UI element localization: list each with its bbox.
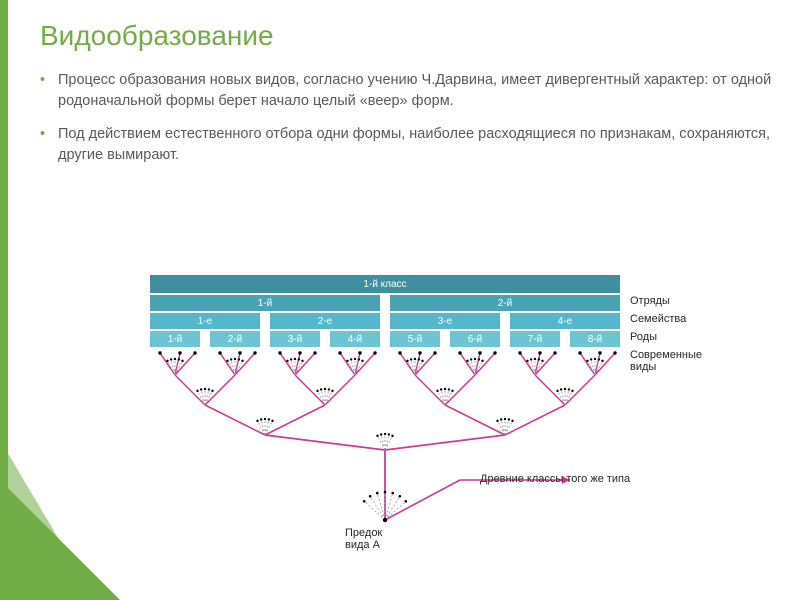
bullet-item: Под действием естественного отбора одни … (40, 124, 780, 166)
page-title: Видообразование (40, 20, 780, 52)
corner-triangle (0, 480, 120, 600)
label-families: Семейства (630, 313, 686, 325)
label-species: Современные виды (630, 349, 730, 373)
bullet-list: Процесс образования новых видов, согласн… (40, 70, 780, 166)
bullet-item: Процесс образования новых видов, согласн… (40, 70, 780, 112)
label-genera: Роды (630, 331, 657, 343)
phylogeny-tree (150, 275, 710, 535)
content-area: Видообразование Процесс образования новы… (40, 20, 780, 178)
slide: Видообразование Процесс образования новы… (0, 0, 800, 600)
label-ancient: Древние классы того же типа (480, 473, 680, 485)
label-ancestor: Предок вида А (345, 527, 382, 551)
label-orders: Отряды (630, 295, 670, 307)
